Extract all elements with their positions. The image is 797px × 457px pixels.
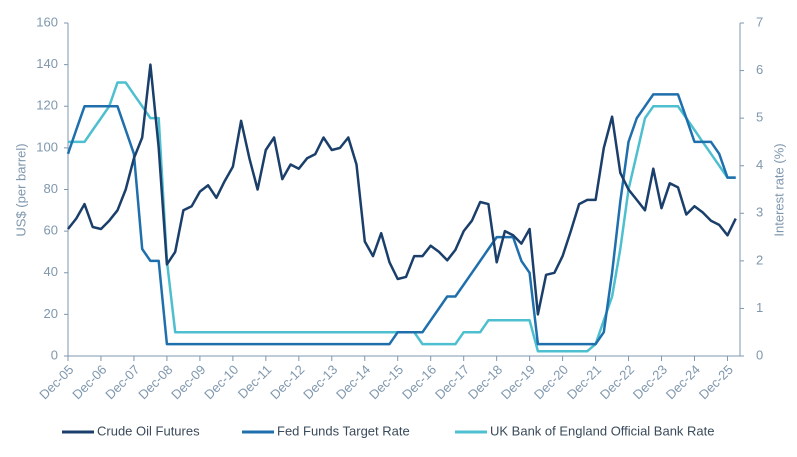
legend-label: Fed Funds Target Rate xyxy=(277,423,410,438)
x-tick-label: Dec-07 xyxy=(102,362,142,402)
y2-tick-label: 2 xyxy=(756,252,763,267)
y-tick-label: 120 xyxy=(36,98,58,113)
y-tick-label: 40 xyxy=(44,264,58,279)
x-tick-label: Dec-17 xyxy=(432,362,472,402)
y2-tick-label: 7 xyxy=(756,14,763,29)
y-tick-label: 60 xyxy=(44,223,58,238)
x-tick-label: Dec-18 xyxy=(465,362,505,402)
x-tick-label: Dec-24 xyxy=(663,362,703,402)
y2-tick-label: 1 xyxy=(756,300,763,315)
y2-tick-label: 0 xyxy=(756,347,763,362)
y2-axis-label: Interest rate (%) xyxy=(771,143,786,236)
y-tick-label: 160 xyxy=(36,14,58,29)
x-tick-label: Dec-10 xyxy=(201,362,241,402)
y2-tick-label: 4 xyxy=(756,157,763,172)
y2-tick-label: 6 xyxy=(756,62,763,77)
y-tick-label: 80 xyxy=(44,181,58,196)
y-tick-label: 140 xyxy=(36,56,58,71)
x-tick-label: Dec-15 xyxy=(366,362,406,402)
x-tick-label: Dec-20 xyxy=(531,362,571,402)
y-tick-label: 20 xyxy=(44,306,58,321)
x-tick-label: Dec-21 xyxy=(564,362,604,402)
x-tick-label: Dec-19 xyxy=(498,362,538,402)
x-tick-label: Dec-12 xyxy=(267,362,307,402)
x-tick-label: Dec-08 xyxy=(135,362,175,402)
x-tick-label: Dec-14 xyxy=(333,362,373,402)
y-axis-label: US$ (per barrel) xyxy=(13,143,28,236)
x-tick-label: Dec-13 xyxy=(300,362,340,402)
series-line xyxy=(67,63,737,316)
legend-label: Crude Oil Futures xyxy=(97,423,200,438)
y-tick-label: 0 xyxy=(51,347,58,362)
legend-label: UK Bank of England Official Bank Rate xyxy=(490,423,715,438)
series-line xyxy=(66,93,736,346)
y-tick-label: 100 xyxy=(36,139,58,154)
x-tick-label: Dec-22 xyxy=(597,362,637,402)
x-tick-label: Dec-23 xyxy=(630,362,670,402)
x-tick-label: Dec-09 xyxy=(168,362,208,402)
y2-tick-label: 5 xyxy=(756,110,763,125)
x-tick-label: Dec-11 xyxy=(235,362,275,402)
legend: Crude Oil Futures Fed Funds Target Rate UK… xyxy=(62,423,715,438)
x-tick-label: Dec-06 xyxy=(69,362,109,402)
x-tick-label: Dec-05 xyxy=(36,362,76,402)
y2-tick-label: 3 xyxy=(756,205,763,220)
x-tick-label: Dec-25 xyxy=(696,362,736,402)
x-tick-label: Dec-16 xyxy=(399,362,439,402)
